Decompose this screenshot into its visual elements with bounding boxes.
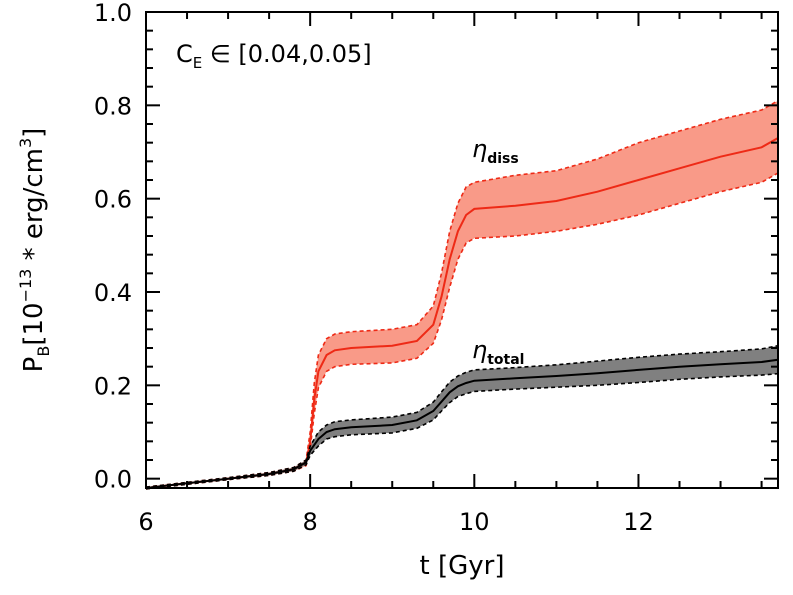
lower-bound-total	[145, 372, 779, 490]
tick-labels: 6 8 10 12 0.0 0.2 0.4 0.6 0.8 1.0	[94, 0, 654, 536]
band-total	[146, 345, 778, 489]
y-tick-label: 0.0	[94, 466, 132, 494]
series-lines	[145, 100, 779, 490]
x-tick-label: 10	[459, 508, 490, 536]
y-axis-title: PB[10−13 * erg/cm3]	[16, 128, 53, 373]
y-tick-label: 1.0	[94, 0, 132, 27]
y-tick-label: 0.6	[94, 186, 132, 214]
y-tick-label: 0.8	[94, 92, 132, 120]
x-tick-label: 6	[138, 508, 153, 536]
x-tick-label: 8	[303, 508, 318, 536]
x-axis-title: t [Gyr]	[420, 551, 505, 581]
y-tick-label: 0.4	[94, 279, 132, 307]
upper-bound-total	[145, 344, 779, 488]
plot-frame	[145, 11, 779, 489]
uncertainty-bands	[146, 100, 778, 489]
series-label-total: ηtotal	[472, 336, 524, 368]
series-label-diss: ηdiss	[472, 135, 519, 167]
median-line-total	[145, 358, 779, 489]
band-diss	[146, 100, 778, 489]
annotation-ce: CE ∈ [0.04,0.05]	[176, 40, 372, 72]
x-tick-label: 12	[623, 508, 654, 536]
y-tick-label: 0.2	[94, 372, 132, 400]
